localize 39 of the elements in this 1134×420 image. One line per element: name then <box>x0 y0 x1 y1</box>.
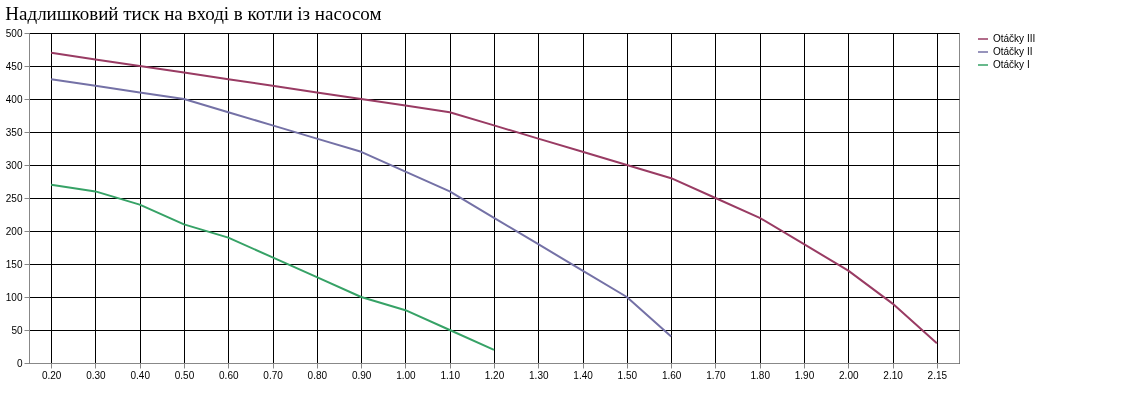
line-series <box>50 183 495 351</box>
y-tick-label: 450 <box>5 60 23 72</box>
x-tick-label: 1.80 <box>750 369 771 381</box>
y-tick-label: 200 <box>5 225 23 237</box>
legend-label: Otáčky I <box>993 59 1030 70</box>
y-tick-label: 0 <box>16 357 23 369</box>
line-series <box>50 78 673 338</box>
chart-title: Надлишковий тиск на вході в котли із насосом <box>5 3 382 24</box>
x-tick-label: 1.20 <box>484 369 505 381</box>
x-tick-label: 0.30 <box>86 369 107 381</box>
line-series <box>50 51 938 345</box>
x-tick-label: 2.10 <box>883 369 904 381</box>
x-tick-label: 1.30 <box>529 369 549 381</box>
y-tick-label: 500 <box>5 27 23 39</box>
x-tick-label: 1.40 <box>573 369 594 381</box>
y-tick-label: 100 <box>5 291 23 303</box>
x-tick-label: 1.70 <box>706 369 727 381</box>
x-tick-label: 1.90 <box>794 369 815 381</box>
legend-label: Otáčky II <box>993 46 1033 57</box>
x-tick-label: 1.50 <box>617 369 638 381</box>
x-tick-label: 0.40 <box>130 369 151 381</box>
y-tick-label: 300 <box>5 159 23 171</box>
x-tick-label: 1.10 <box>440 369 461 381</box>
y-tick-label: 350 <box>5 126 23 138</box>
x-tick-label: 0.50 <box>174 369 195 381</box>
x-tick-label: 0.20 <box>41 369 62 381</box>
x-tick-label: 2.00 <box>839 369 859 381</box>
x-tick-label: 1.00 <box>396 369 417 381</box>
x-tick-label: 0.80 <box>307 369 328 381</box>
x-tick-label: 1.60 <box>661 369 682 381</box>
x-tick-label: 2.15 <box>927 369 948 381</box>
x-tick-label: 0.90 <box>351 369 372 381</box>
y-tick-label: 150 <box>5 258 23 270</box>
legend-label: Otáčky III <box>993 33 1036 44</box>
x-tick-label: 0.70 <box>263 369 284 381</box>
y-tick-label: 250 <box>5 192 23 204</box>
y-tick-label: 50 <box>11 324 23 336</box>
x-tick-label: 0.60 <box>219 369 239 381</box>
y-tick-label: 400 <box>5 93 23 105</box>
